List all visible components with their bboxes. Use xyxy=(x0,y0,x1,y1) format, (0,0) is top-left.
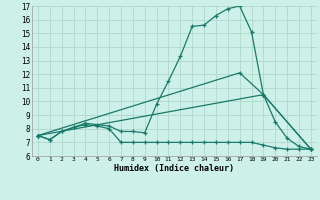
X-axis label: Humidex (Indice chaleur): Humidex (Indice chaleur) xyxy=(115,164,234,173)
